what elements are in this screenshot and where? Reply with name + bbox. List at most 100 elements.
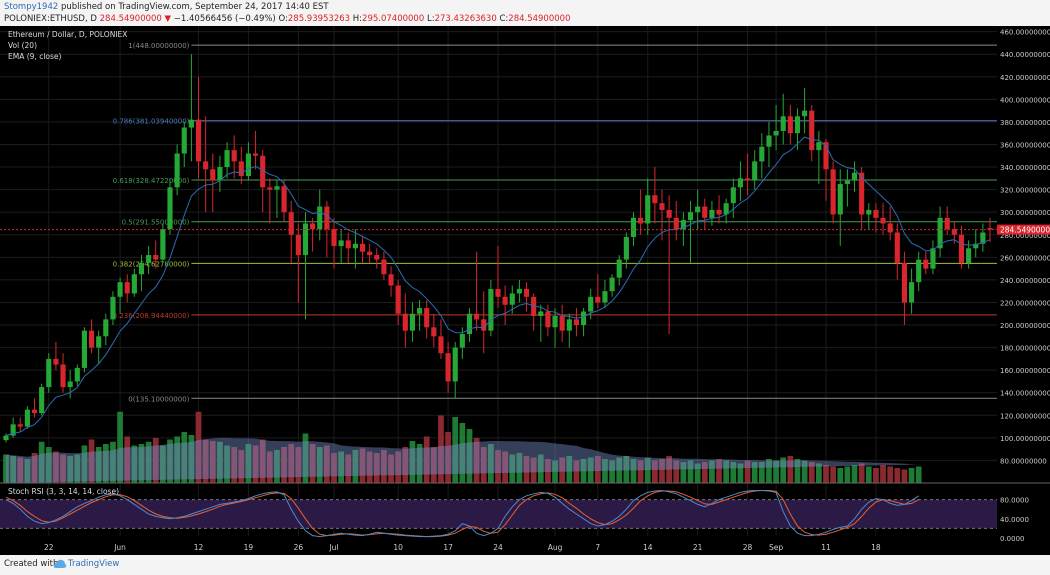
time-tick-label: 7 bbox=[595, 543, 600, 552]
candle-body bbox=[944, 217, 950, 230]
volume-bar bbox=[224, 445, 230, 483]
candle bbox=[595, 274, 601, 309]
candle-body bbox=[509, 293, 515, 305]
candle-body bbox=[3, 435, 9, 441]
candle-body bbox=[238, 161, 244, 177]
candle-body bbox=[302, 223, 309, 256]
candle-body bbox=[709, 209, 715, 218]
tradingview-cloud-icon bbox=[53, 559, 67, 568]
volume-bar bbox=[102, 444, 109, 483]
open-value: 285.93953263 bbox=[287, 14, 351, 24]
time-tick-label: Sep bbox=[769, 543, 783, 552]
volume-bar bbox=[152, 438, 159, 483]
volume-bar bbox=[110, 441, 116, 483]
volume-bar bbox=[252, 445, 259, 483]
candle-body bbox=[431, 327, 437, 337]
volume-bar bbox=[523, 456, 530, 483]
candle-body bbox=[581, 311, 587, 326]
candle bbox=[281, 180, 287, 222]
candle bbox=[844, 169, 850, 207]
candle-body bbox=[281, 186, 287, 213]
volume-bar bbox=[231, 447, 238, 483]
volume-bar bbox=[423, 436, 430, 483]
volume-bar bbox=[716, 459, 722, 483]
candle-body bbox=[481, 319, 487, 331]
candle-body bbox=[609, 277, 615, 292]
candle bbox=[381, 251, 387, 280]
price-tick-label: 260.00000000 bbox=[1000, 254, 1050, 262]
volume-bar bbox=[38, 441, 45, 483]
candle-body bbox=[367, 251, 373, 256]
candle-body bbox=[687, 212, 694, 221]
time-tick-label: Jun bbox=[113, 543, 126, 552]
volume-bar bbox=[88, 439, 95, 483]
volume-bar bbox=[45, 447, 52, 483]
volume-bar bbox=[366, 451, 373, 483]
candle-body bbox=[153, 255, 159, 260]
price-axis: 460.00000000 440.00000000 420.00000000 400.… bbox=[1000, 29, 1050, 466]
publisher-username[interactable]: Stompy1942 bbox=[4, 2, 59, 12]
candle bbox=[417, 300, 423, 331]
volume-bar bbox=[630, 459, 637, 483]
candle-body bbox=[438, 336, 444, 354]
candle-body bbox=[174, 153, 180, 188]
candle-body bbox=[195, 119, 202, 162]
candle-body bbox=[894, 232, 900, 263]
candle-body bbox=[730, 187, 736, 204]
candle-body bbox=[231, 150, 237, 162]
volume-bar bbox=[737, 463, 744, 483]
ema-line bbox=[5, 136, 991, 437]
price-tick-label: 120.00000000 bbox=[1000, 412, 1050, 420]
candle bbox=[659, 189, 665, 241]
volume-bar bbox=[865, 466, 872, 483]
candle-body bbox=[331, 229, 337, 247]
candle-body bbox=[887, 223, 893, 233]
candle-body bbox=[951, 229, 957, 235]
candle-body bbox=[645, 195, 651, 224]
candle bbox=[730, 178, 736, 218]
candle-body bbox=[659, 203, 665, 210]
candle-body bbox=[930, 248, 936, 269]
candle bbox=[958, 225, 965, 269]
candle-body bbox=[124, 282, 130, 294]
candle bbox=[46, 353, 52, 393]
candle bbox=[31, 398, 38, 418]
candle bbox=[630, 212, 637, 247]
volume-bar bbox=[594, 456, 601, 483]
candle-body bbox=[474, 313, 480, 320]
candle bbox=[680, 212, 686, 247]
stoch-tick-label: 40.0000 bbox=[1000, 516, 1029, 524]
price-tick-label: 80.00000000 bbox=[1000, 457, 1047, 465]
last-price-badge: 284.54900000 bbox=[997, 224, 1050, 235]
stoch-tick-label: 0.0000 bbox=[1000, 535, 1025, 543]
volume-bar bbox=[238, 450, 245, 483]
volume-bar bbox=[516, 453, 523, 483]
fib-level-label: 0(135.10000000) bbox=[128, 395, 189, 403]
candle-body bbox=[745, 178, 751, 181]
candle-body bbox=[381, 259, 387, 275]
candle bbox=[581, 308, 587, 337]
low-label: L: bbox=[426, 14, 435, 24]
candle-body bbox=[552, 315, 558, 328]
time-tick-label: 21 bbox=[693, 543, 703, 552]
time-tick-label: 14 bbox=[643, 543, 653, 552]
candle-body bbox=[96, 336, 102, 348]
volume-bar bbox=[559, 457, 566, 483]
volume-bar bbox=[138, 444, 145, 483]
candle bbox=[96, 330, 102, 365]
chart-canvas[interactable]: 1(448.00000000) 0.786(381.03940000) 0.618(… bbox=[0, 26, 1050, 555]
volume-bar bbox=[837, 468, 844, 483]
candle-body bbox=[224, 150, 230, 168]
fib-level-label: 0.618(328.47220000) bbox=[113, 177, 190, 185]
tradingview-link[interactable]: TradingView bbox=[68, 559, 120, 569]
high-label: H: bbox=[352, 14, 363, 24]
fib-level-label: 0.236(208.94440000) bbox=[113, 312, 190, 320]
candle bbox=[445, 341, 451, 393]
candle bbox=[830, 161, 836, 224]
candle-body bbox=[445, 353, 451, 382]
time-tick-label: 19 bbox=[244, 543, 254, 552]
volume-bar bbox=[873, 468, 879, 483]
price-tick-label: 280.00000000 bbox=[1000, 232, 1050, 240]
volume-bar bbox=[395, 451, 402, 483]
fib-level-label: 0.382(254.62780000) bbox=[113, 260, 190, 268]
